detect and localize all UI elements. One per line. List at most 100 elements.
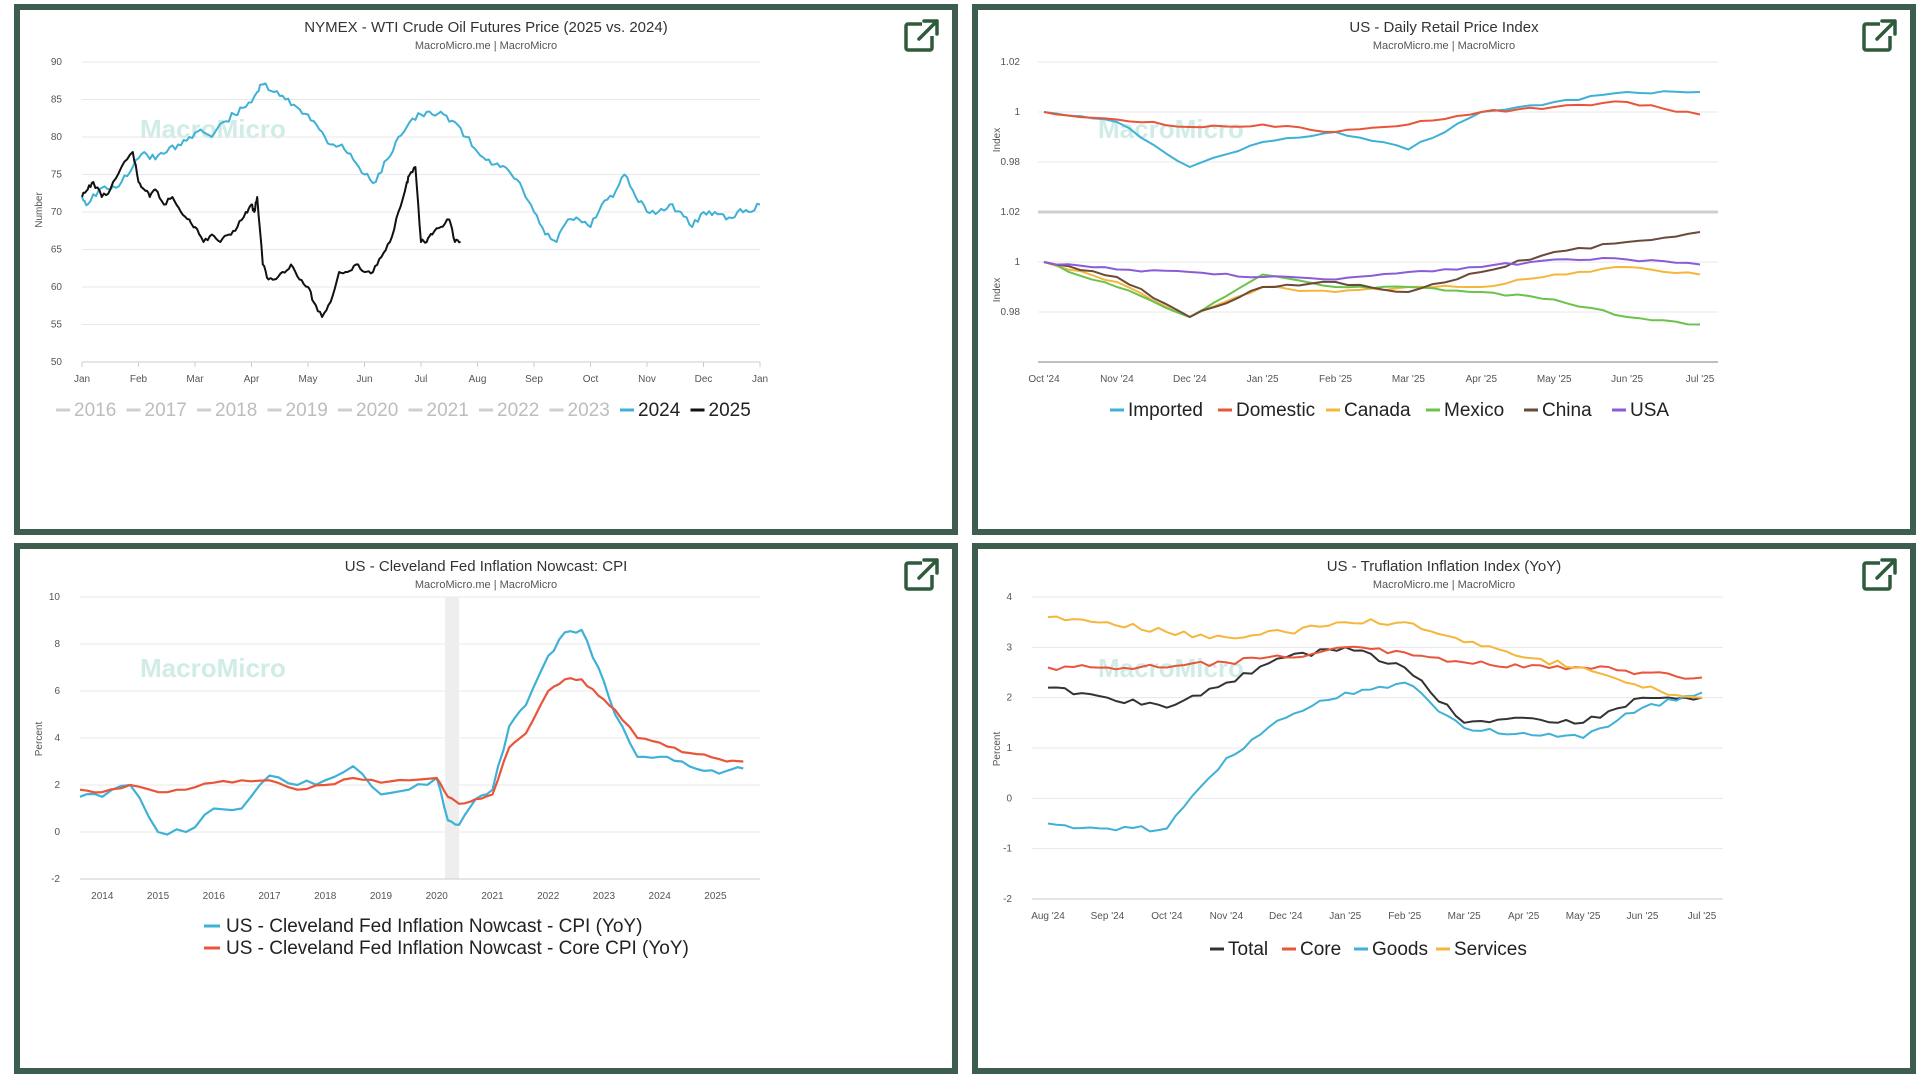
y-tick-label: 50 <box>51 357 63 368</box>
legend-label: US - Cleveland Fed Inflation Nowcast - C… <box>226 916 642 937</box>
chart-source: MacroMicro.me | MacroMicro <box>1373 579 1515 591</box>
legend-label: 2019 <box>286 400 328 421</box>
x-tick-label: 2023 <box>593 891 616 902</box>
legend-label: 2023 <box>568 400 610 421</box>
x-tick-label: Aug '24 <box>1031 911 1065 922</box>
y-tick-label: 80 <box>51 132 63 143</box>
y-tick-label: 65 <box>51 245 63 256</box>
y-tick-label: 4 <box>1006 592 1012 603</box>
series-line-China <box>1043 231 1701 318</box>
x-tick-label: Feb '25 <box>1388 911 1421 922</box>
y-tick-label: 2 <box>1006 693 1012 704</box>
x-tick-label: Jul <box>415 374 428 385</box>
x-tick-label: Oct '24 <box>1028 374 1060 385</box>
x-tick-label: Jan '25 <box>1329 911 1361 922</box>
y-tick-label: 8 <box>54 639 60 650</box>
series-line-Imported <box>1043 90 1701 168</box>
cleveland-fed-chart: US - Cleveland Fed Inflation Nowcast: CP… <box>34 558 760 959</box>
open-external-button[interactable] <box>1860 16 1900 56</box>
y-tick-label: 2 <box>54 780 60 791</box>
legend-label: Imported <box>1128 400 1203 421</box>
series-line-0 <box>79 628 744 836</box>
legend-label: 2021 <box>427 400 469 421</box>
chart-source: MacroMicro.me | MacroMicro <box>415 40 557 52</box>
y-tick-label: 0.98 <box>1001 307 1021 318</box>
y-tick-label: 0 <box>1006 793 1012 804</box>
legend-label: 2016 <box>74 400 116 421</box>
x-tick-label: Aug <box>469 374 487 385</box>
open-external-button[interactable] <box>902 16 942 56</box>
x-tick-label: Jun '25 <box>1611 374 1643 385</box>
series-line-1 <box>79 677 744 805</box>
x-tick-label: Feb '25 <box>1319 374 1352 385</box>
chart-title: NYMEX - WTI Crude Oil Futures Price (202… <box>304 19 667 36</box>
legend-label: Core <box>1300 939 1341 960</box>
open-external-button[interactable] <box>1860 555 1900 595</box>
external-link-icon <box>904 557 940 591</box>
x-tick-label: Jun '25 <box>1627 911 1659 922</box>
series-line-Core <box>1047 645 1703 680</box>
open-external-button[interactable] <box>902 555 942 595</box>
wti-crude-panel: NYMEX - WTI Crude Oil Futures Price (202… <box>14 4 958 535</box>
legend-label: US - Cleveland Fed Inflation Nowcast - C… <box>226 938 689 959</box>
x-tick-label: Nov <box>638 374 656 385</box>
y-tick-label: 90 <box>51 57 63 68</box>
watermark: MacroMicro <box>140 653 286 683</box>
y-tick-label: 85 <box>51 95 63 106</box>
x-tick-label: Nov '24 <box>1100 374 1134 385</box>
x-tick-label: Nov '24 <box>1210 911 1244 922</box>
legend-label: USA <box>1630 400 1669 421</box>
legend-label: 2018 <box>215 400 257 421</box>
y-tick-label: -2 <box>51 874 60 885</box>
legend-label: 2025 <box>709 400 751 421</box>
chart-title: US - Cleveland Fed Inflation Nowcast: CP… <box>345 558 628 575</box>
x-tick-label: Oct '24 <box>1151 911 1183 922</box>
x-tick-label: Mar '25 <box>1448 911 1481 922</box>
y-tick-label: 70 <box>51 207 63 218</box>
x-tick-label: May '25 <box>1566 911 1601 922</box>
x-tick-label: Apr '25 <box>1508 911 1540 922</box>
x-tick-label: 2014 <box>91 891 114 902</box>
x-tick-label: May '25 <box>1537 374 1572 385</box>
external-link-icon <box>1862 557 1898 591</box>
series-line-Domestic <box>1043 100 1701 133</box>
x-tick-label: Apr <box>244 374 260 385</box>
legend-label: China <box>1542 400 1592 421</box>
x-tick-label: Apr '25 <box>1466 374 1498 385</box>
x-tick-label: 2016 <box>203 891 226 902</box>
y-tick-label: 1 <box>1014 107 1020 118</box>
x-tick-label: Jun <box>356 374 372 385</box>
series-line-Goods <box>1047 681 1703 833</box>
retail-price-chart: US - Daily Retail Price Index MacroMicro… <box>992 19 1718 421</box>
x-tick-label: 2020 <box>426 891 449 902</box>
legend-label: Total <box>1228 939 1268 960</box>
y-axis-label: Number <box>34 192 45 228</box>
x-tick-label: Feb <box>130 374 148 385</box>
x-tick-label: 2021 <box>481 891 504 902</box>
series-line-USA <box>1043 257 1701 281</box>
series-line-Total <box>1047 646 1703 725</box>
x-tick-label: Dec '24 <box>1173 374 1207 385</box>
x-tick-label: Dec <box>695 374 713 385</box>
y-tick-label: 10 <box>49 592 61 603</box>
wti-crude-chart: NYMEX - WTI Crude Oil Futures Price (202… <box>34 19 768 421</box>
x-tick-label: 2015 <box>147 891 170 902</box>
legend-label: 2020 <box>356 400 398 421</box>
retail-price-panel: US - Daily Retail Price Index MacroMicro… <box>972 4 1916 535</box>
chart-title: US - Truflation Inflation Index (YoY) <box>1327 558 1562 575</box>
legend-label: 2017 <box>145 400 187 421</box>
y-tick-label: 4 <box>54 733 60 744</box>
y-tick-label: 0.98 <box>1001 157 1021 168</box>
legend-label: Canada <box>1344 400 1411 421</box>
chart-source: MacroMicro.me | MacroMicro <box>415 579 557 591</box>
x-tick-label: 2022 <box>537 891 560 902</box>
x-tick-label: Jan <box>74 374 90 385</box>
y-tick-label: 0 <box>54 827 60 838</box>
truflation-chart: US - Truflation Inflation Index (YoY) Ma… <box>992 558 1723 960</box>
chart-source: MacroMicro.me | MacroMicro <box>1373 40 1515 52</box>
external-link-icon <box>904 18 940 52</box>
legend-label: Goods <box>1372 939 1428 960</box>
y-tick-label: 1.02 <box>1001 207 1021 218</box>
x-tick-label: 2017 <box>258 891 281 902</box>
recession-band <box>445 597 460 879</box>
